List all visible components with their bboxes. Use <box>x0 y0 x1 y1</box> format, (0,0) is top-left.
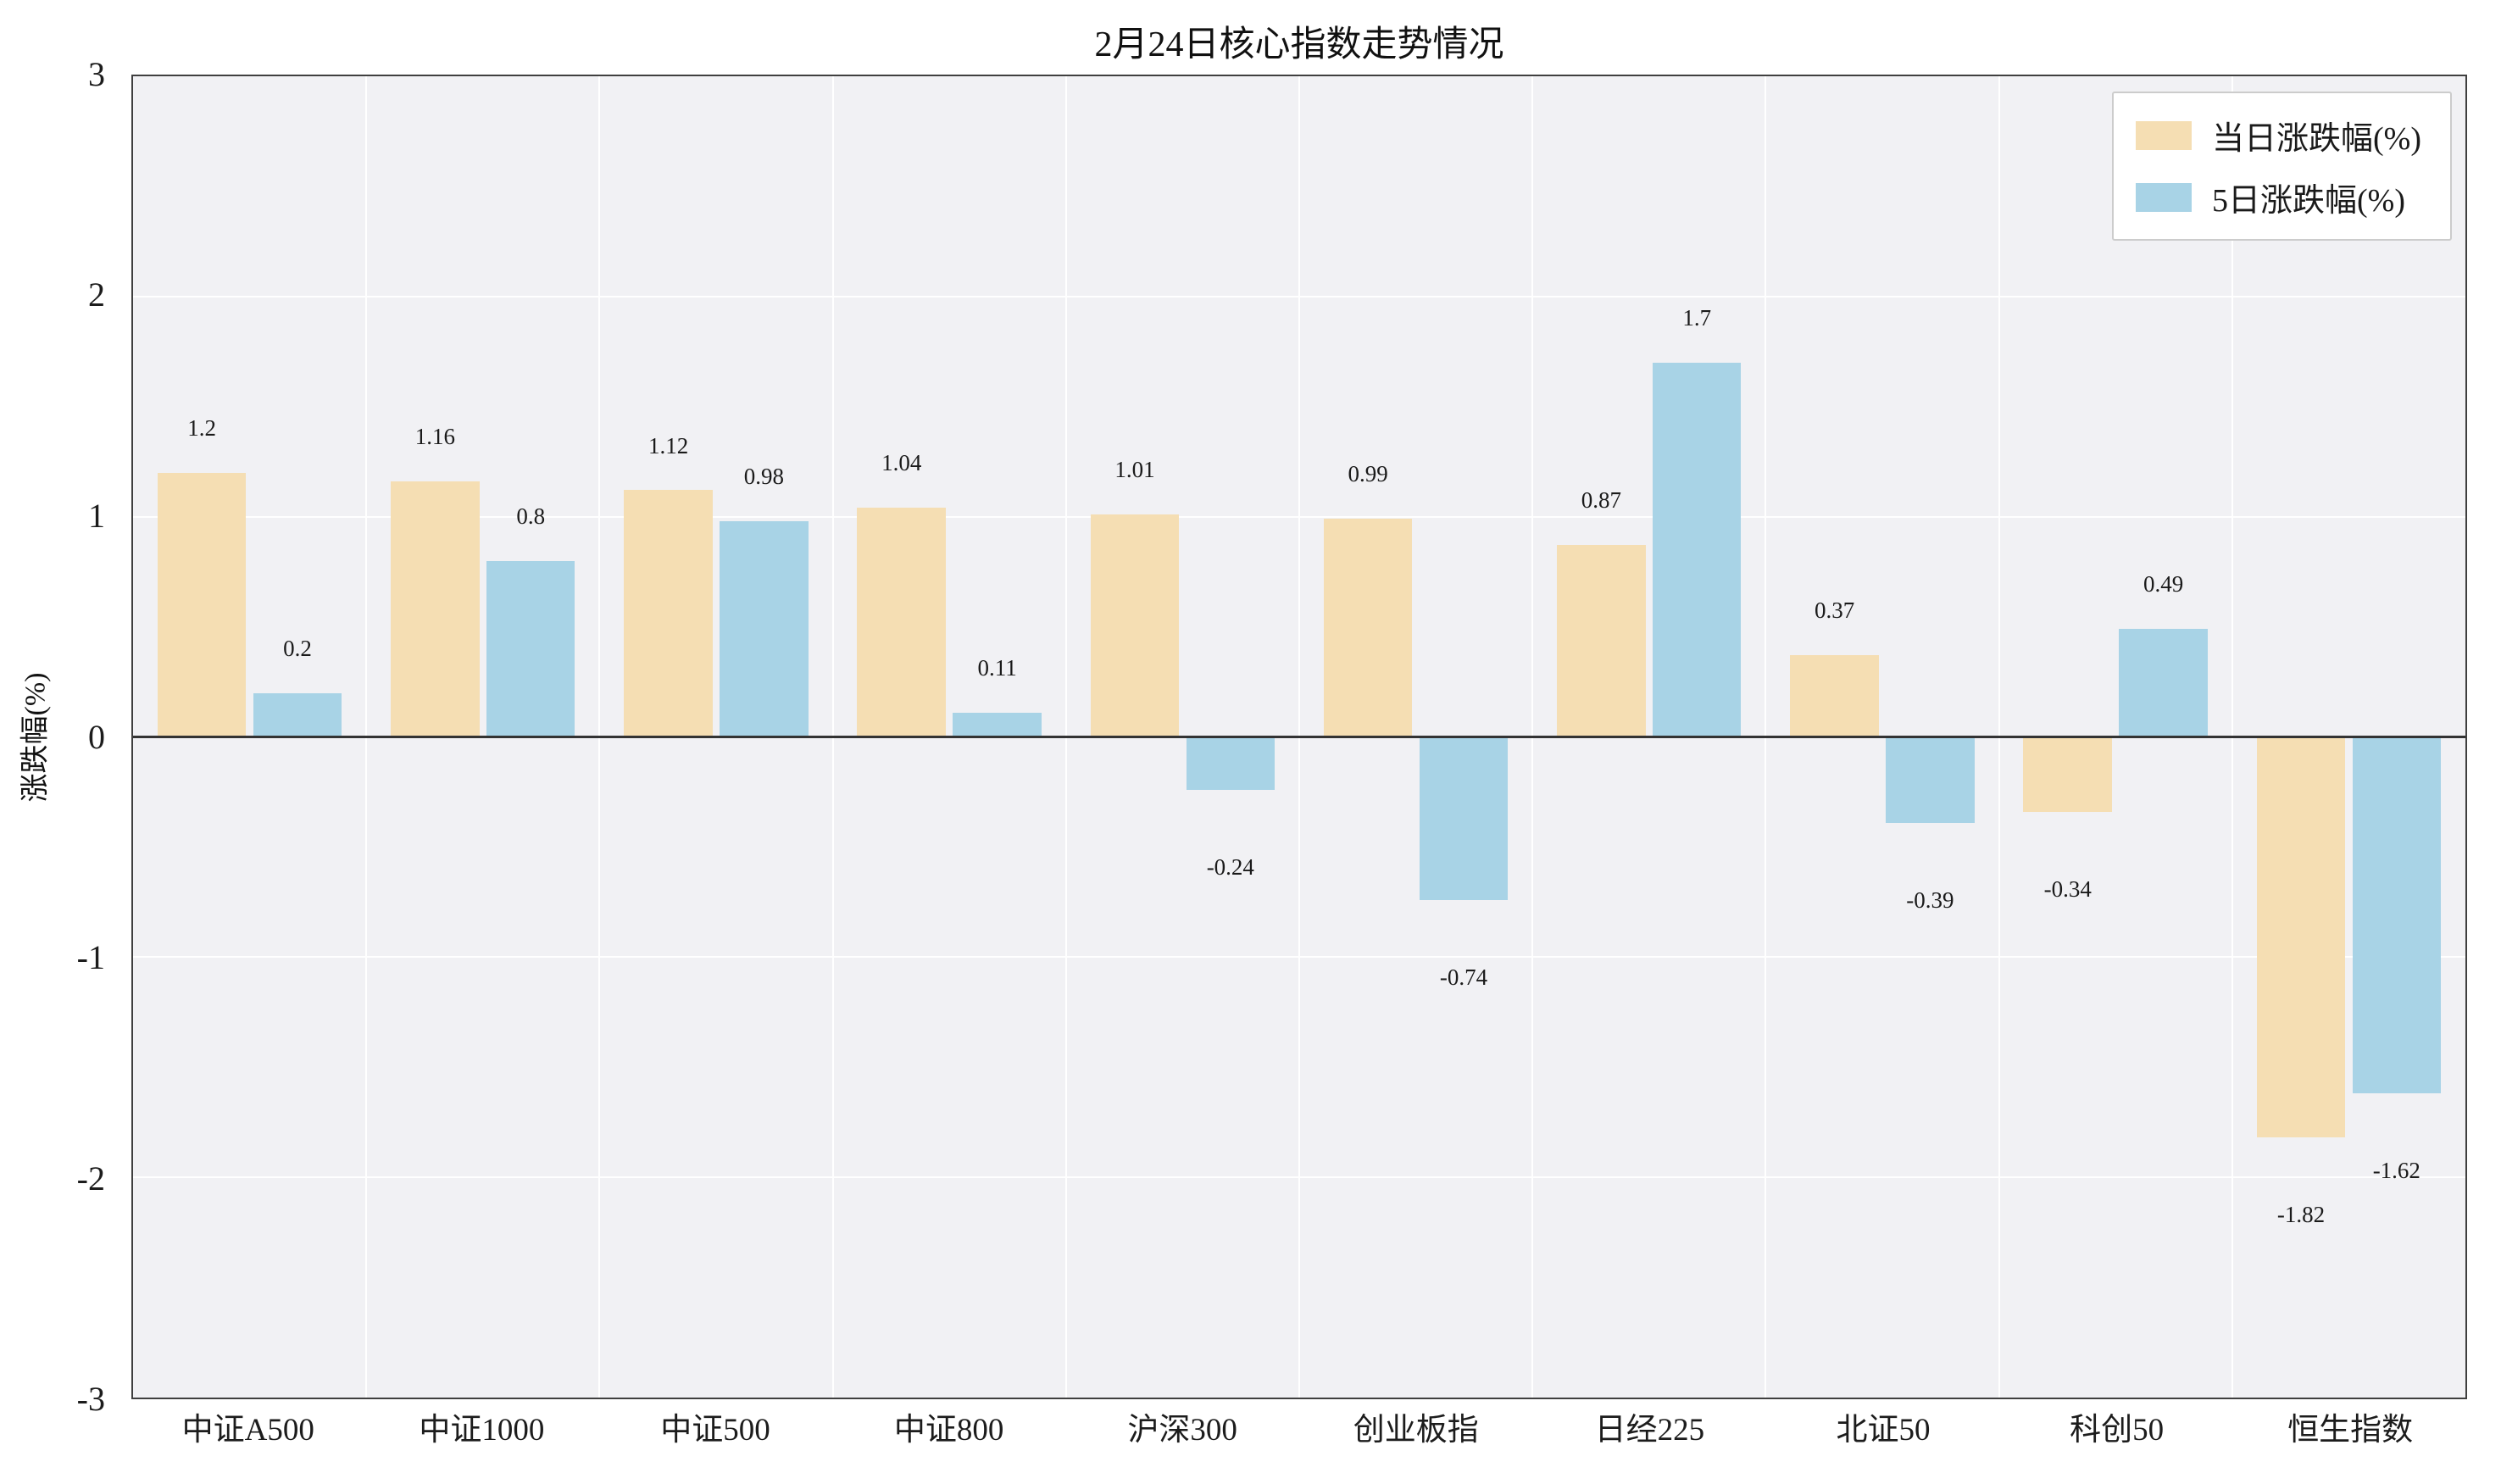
y-tick-label: -2 <box>76 1159 105 1198</box>
bar-daily-change <box>857 508 947 737</box>
x-tick-label: 中证1000 <box>419 1413 545 1448</box>
x-tick-label: 科创50 <box>2070 1413 2165 1448</box>
bar-5day-change <box>253 692 342 737</box>
zero-baseline <box>133 736 2465 738</box>
bar-value-label: 1.12 <box>647 432 689 459</box>
bar-5day-change <box>2352 736 2442 1094</box>
x-tick-label: 中证800 <box>893 1413 1004 1448</box>
bar-5day-change <box>1652 362 1742 737</box>
bar-value-label: 0.87 <box>1581 487 1621 514</box>
bar-daily-change <box>1323 519 1413 737</box>
legend-item: 当日涨跌幅(%) <box>2136 112 2421 158</box>
bar-5day-change <box>1419 736 1509 900</box>
bar-value-label: 0.37 <box>1814 597 1855 624</box>
bar-value-label: 1.16 <box>414 424 455 450</box>
y-tick-label: 2 <box>88 275 105 314</box>
y-tick-label: -1 <box>76 937 105 976</box>
x-tick-label: 中证A500 <box>181 1413 314 1448</box>
legend-label: 5日涨跌幅(%) <box>2212 183 2405 219</box>
bar-5day-change <box>1886 736 1975 823</box>
y-axis-ticks: 3 2 1 0 -1 -2 -3 <box>0 58 117 1416</box>
bar-5day-change <box>720 520 809 737</box>
legend-swatch <box>2136 120 2193 150</box>
y-tick-label: -3 <box>76 1380 105 1418</box>
x-tick-label: 北证50 <box>1836 1413 1931 1448</box>
bar-value-label: 0.49 <box>2143 571 2184 597</box>
bar-value-label: -1.82 <box>2276 1202 2326 1228</box>
bar-value-label: 1.01 <box>1114 457 1155 483</box>
bar-value-label: -0.74 <box>1439 964 1488 990</box>
bar-value-label: -0.39 <box>1906 887 1954 913</box>
x-tick-label: 日经225 <box>1594 1413 1705 1448</box>
y-tick-label: 0 <box>88 717 105 756</box>
bar-daily-change <box>2023 736 2113 812</box>
x-tick-label: 恒生指数 <box>2287 1413 2414 1448</box>
y-tick-label: 1 <box>88 496 105 535</box>
bar-value-label: -1.62 <box>2372 1158 2420 1184</box>
bar-value-label: -0.34 <box>2043 875 2092 902</box>
bar-value-label: 0.8 <box>516 503 546 529</box>
bar-daily-change <box>157 472 247 737</box>
legend-item: 5日涨跌幅(%) <box>2136 174 2421 220</box>
x-tick-label: 沪深300 <box>1127 1413 1237 1448</box>
bar-daily-change <box>2256 736 2346 1138</box>
bar-daily-change <box>1790 655 1879 737</box>
bar-value-label: 0.98 <box>743 463 785 489</box>
plot-area: 1.2 1.16 1.12 1.04 1.01 0.99 0.87 0.37 -0.34 -1.8… <box>131 75 2467 1399</box>
bar-5day-change <box>1186 736 1276 790</box>
legend: 当日涨跌幅(%) 5日涨跌幅(%) <box>2112 92 2452 241</box>
legend-label: 当日涨跌幅(%) <box>2212 121 2421 157</box>
bar-daily-change <box>1090 514 1180 737</box>
bar-5day-change <box>953 712 1042 737</box>
bar-daily-change <box>391 481 480 737</box>
x-tick-label: 中证500 <box>660 1413 770 1448</box>
chart-title: 2月24日核心指数走势情况 <box>1094 25 1504 64</box>
legend-swatch <box>2136 182 2193 212</box>
x-tick-label: 创业板指 <box>1353 1413 1479 1448</box>
bar-value-label: 1.04 <box>881 450 922 476</box>
x-axis-ticks: 中证A500 中证1000 中证500 中证800 沪深300 创业板指 日经225 北证50… <box>131 1413 2467 1473</box>
bar-daily-change <box>1557 545 1646 737</box>
bar-value-label: 1.7 <box>1682 304 1712 331</box>
bar-5day-change <box>486 560 575 737</box>
bar-daily-change <box>624 490 713 737</box>
bar-5day-change <box>2119 629 2208 737</box>
y-axis-label: 涨跌幅(%) <box>19 672 52 803</box>
y-tick-label: 3 <box>88 55 105 93</box>
bar-value-label: 0.99 <box>1348 461 1388 487</box>
bar-value-label: 0.11 <box>977 654 1017 681</box>
bar-value-label: -0.24 <box>1206 853 1254 880</box>
bar-value-label: 0.2 <box>283 635 312 661</box>
bar-value-label: 1.2 <box>187 414 217 441</box>
